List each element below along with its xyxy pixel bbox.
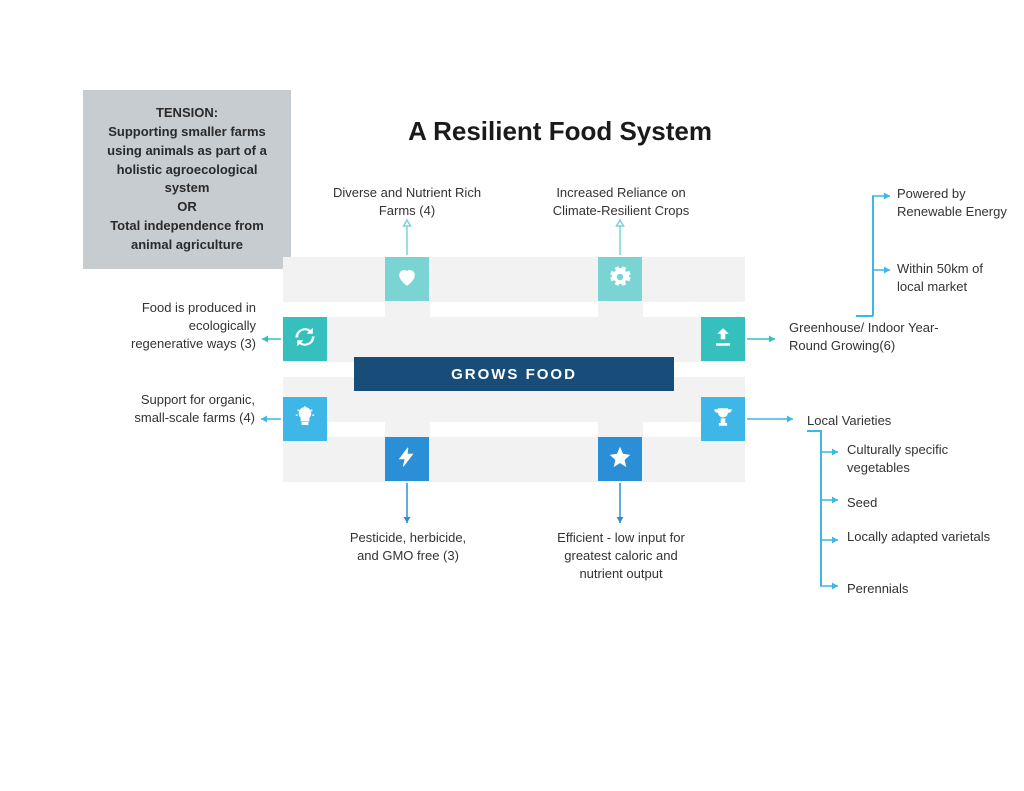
arrow bbox=[864, 262, 898, 278]
label-greenhouse: Greenhouse/ Indoor Year-Round Growing(6) bbox=[789, 319, 939, 355]
arrow bbox=[399, 475, 415, 531]
arrow bbox=[812, 444, 846, 460]
page-title: A Resilient Food System bbox=[360, 116, 760, 147]
tension-or: OR bbox=[95, 198, 279, 217]
varieties-sub: Seed bbox=[847, 494, 997, 512]
varieties-sub: Culturally specific vegetables bbox=[847, 441, 997, 476]
cycle-icon bbox=[294, 326, 316, 353]
node-climate bbox=[598, 257, 642, 301]
center-label: GROWS FOOD bbox=[354, 357, 674, 391]
bulb-icon bbox=[294, 406, 316, 433]
arrow bbox=[612, 212, 628, 263]
greenhouse-sub: Within 50km of local market bbox=[897, 260, 1007, 295]
arrow bbox=[864, 188, 898, 204]
tension-heading: TENSION: bbox=[95, 104, 279, 123]
tension-callout: TENSION: Supporting smaller farms using … bbox=[83, 90, 291, 269]
node-diverse bbox=[385, 257, 429, 301]
arrow bbox=[253, 411, 289, 427]
heart-icon bbox=[396, 266, 418, 293]
label-pesticide: Pesticide, herbicide, and GMO free (3) bbox=[344, 529, 472, 565]
bolt-icon bbox=[396, 446, 418, 473]
node-regen bbox=[283, 317, 327, 361]
upload-icon bbox=[712, 326, 734, 353]
arrow bbox=[812, 578, 846, 594]
node-organic bbox=[283, 397, 327, 441]
tension-line1: Supporting smaller farms using animals a… bbox=[95, 123, 279, 198]
grid-stripe bbox=[283, 257, 745, 302]
gear-icon bbox=[609, 266, 631, 293]
greenhouse-sub: Powered by Renewable Energy bbox=[897, 185, 1007, 220]
arrow bbox=[254, 331, 289, 347]
arrow bbox=[739, 331, 783, 347]
bracket-line bbox=[856, 315, 873, 317]
arrow bbox=[612, 475, 628, 531]
tension-line2: Total independence from animal agricultu… bbox=[95, 217, 279, 255]
trophy-icon bbox=[712, 406, 734, 433]
grid-stripe bbox=[283, 437, 745, 482]
grid-stripe bbox=[283, 317, 745, 362]
arrow bbox=[812, 532, 846, 548]
arrow bbox=[812, 492, 846, 508]
label-organic: Support for organic, small-scale farms (… bbox=[123, 391, 255, 427]
label-varieties: Local Varieties bbox=[807, 412, 927, 430]
arrow bbox=[399, 212, 415, 263]
varieties-sub: Locally adapted varietals bbox=[847, 528, 997, 546]
arrow bbox=[739, 411, 801, 427]
star-icon bbox=[609, 446, 631, 473]
label-regen: Food is produced in ecologically regener… bbox=[118, 299, 256, 354]
bracket-line bbox=[807, 430, 821, 432]
varieties-sub: Perennials bbox=[847, 580, 997, 598]
bracket-line bbox=[872, 196, 874, 316]
label-efficient: Efficient - low input for greatest calor… bbox=[541, 529, 701, 584]
